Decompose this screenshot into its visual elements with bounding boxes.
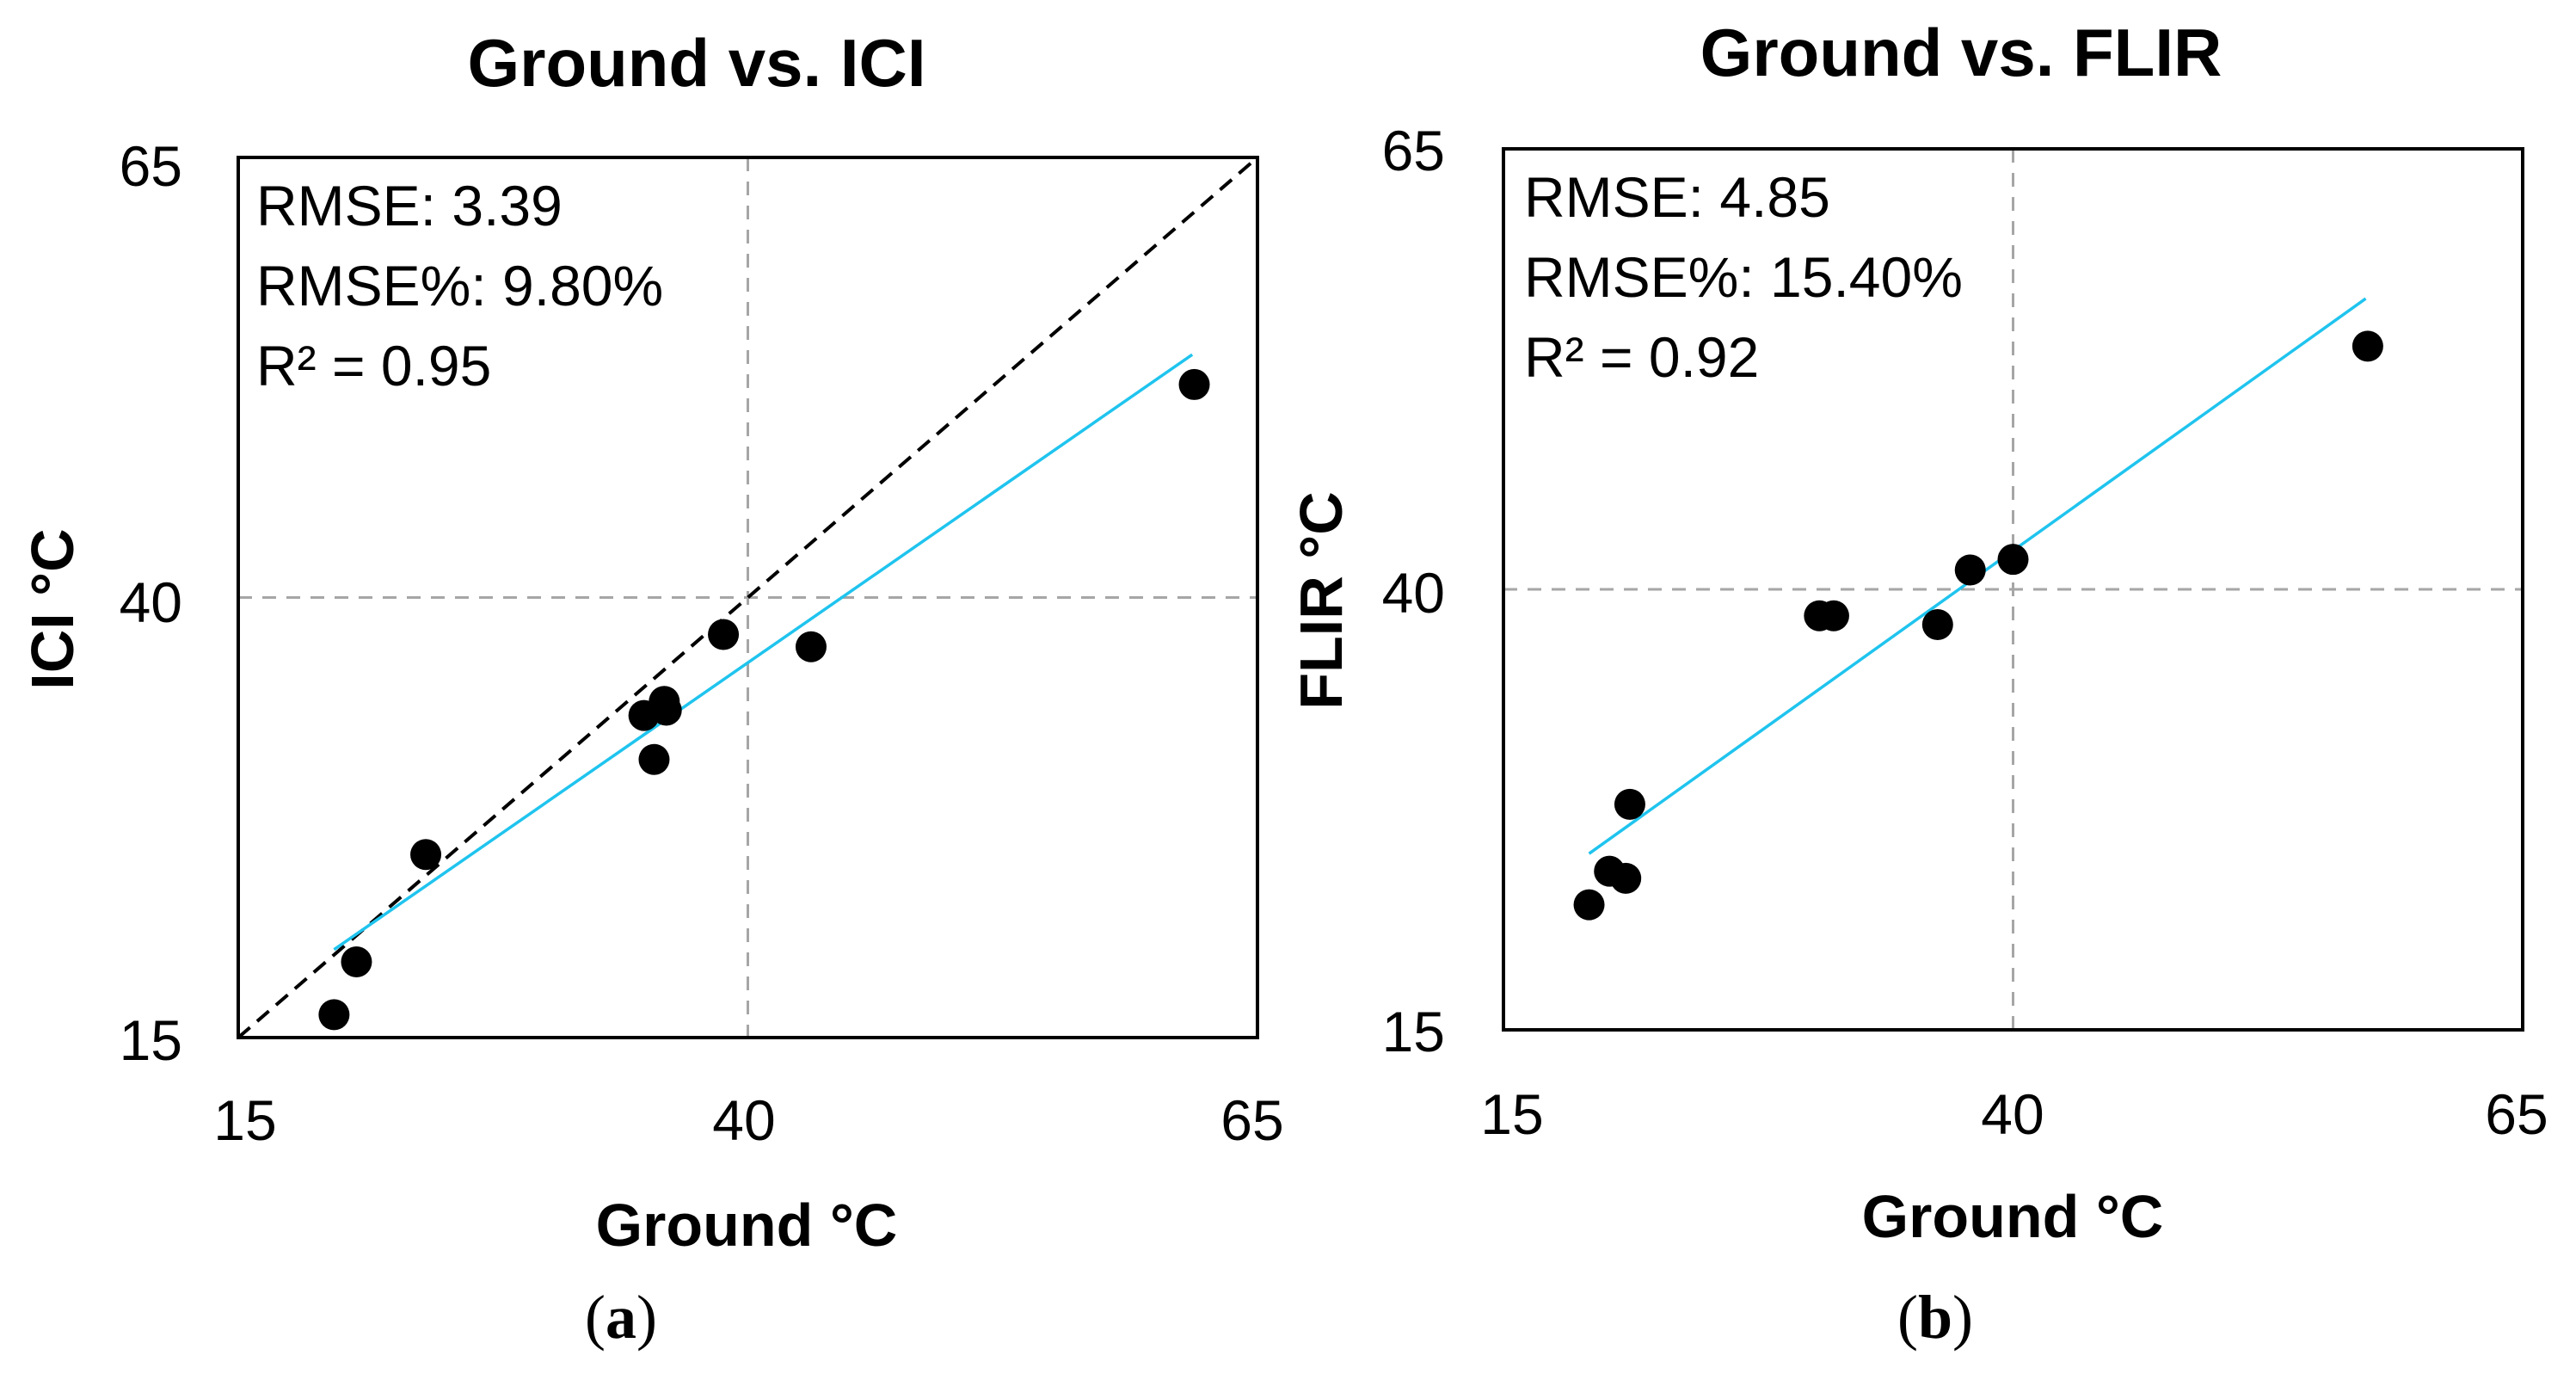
chart-a-data-point xyxy=(410,839,442,871)
chart-b-data-point xyxy=(1614,788,1645,820)
chart-b-title: Ground vs. FLIR xyxy=(1700,15,2222,90)
chart-a-x-tick-label: 40 xyxy=(712,1088,775,1152)
chart-a-y-tick-label: 15 xyxy=(120,1008,182,1072)
chart-a-rmse-percent: RMSE%: 9.80% xyxy=(256,254,663,317)
chart-b-data-point xyxy=(1610,862,1642,894)
chart-a-data-point xyxy=(708,619,740,650)
chart-a-data-point xyxy=(638,743,670,775)
chart-b-data-point xyxy=(1921,608,1953,640)
chart-a-data-point xyxy=(795,631,827,662)
chart-b-y-tick-label: 40 xyxy=(1382,561,1445,625)
chart-b-data-point xyxy=(2352,330,2383,362)
chart-b-r-squared: R² = 0.92 xyxy=(1524,325,1759,389)
chart-panel-a: Ground vs. ICI RMSE: 3.39 RMSE%: 9.80% R… xyxy=(19,25,1284,1352)
chart-b-data-point xyxy=(1573,889,1605,921)
chart-b-x-tick-label: 65 xyxy=(2485,1082,2548,1146)
chart-b-data-point xyxy=(1997,544,2029,576)
chart-a-plot-frame xyxy=(237,156,1259,1039)
chart-a-y-tick-label: 40 xyxy=(120,570,182,634)
chart-a-data-point xyxy=(318,999,350,1031)
chart-a-data-point xyxy=(1178,368,1210,400)
chart-b-rmse: RMSE: 4.85 xyxy=(1524,165,1830,229)
chart-a-plot-area xyxy=(237,156,1259,1039)
chart-a-data-point xyxy=(650,694,682,726)
chart-b-plot-area xyxy=(1503,149,2523,1030)
chart-a-y-axis-label: ICI °C xyxy=(19,528,86,689)
chart-b-x-tick-label: 40 xyxy=(1981,1082,2044,1146)
chart-a-rmse: RMSE: 3.39 xyxy=(256,174,563,237)
chart-b-x-tick-label: 15 xyxy=(1480,1082,1543,1146)
chart-a-fit-line xyxy=(333,353,1194,952)
chart-a-title: Ground vs. ICI xyxy=(467,25,925,101)
chart-a-x-tick-label: 15 xyxy=(213,1088,276,1152)
chart-b-data-point xyxy=(1817,600,1849,631)
chart-a-y-tick-label: 65 xyxy=(120,134,182,198)
chart-b-y-tick-label: 65 xyxy=(1382,119,1445,182)
chart-a-r-squared: R² = 0.95 xyxy=(256,334,491,397)
chart-b-rmse-percent: RMSE%: 15.40% xyxy=(1524,245,1963,309)
chart-panel-b: Ground vs. FLIR RMSE: 4.85 RMSE%: 15.40%… xyxy=(1288,15,2548,1352)
chart-b-x-axis-label: Ground °C xyxy=(1862,1183,2164,1250)
chart-b-y-tick-label: 15 xyxy=(1382,1000,1445,1063)
chart-a-x-tick-label: 65 xyxy=(1220,1088,1283,1152)
chart-b-panel-label: (b) xyxy=(1897,1283,1973,1352)
chart-b-data-point xyxy=(1954,554,1986,586)
chart-a-x-axis-label: Ground °C xyxy=(596,1192,898,1259)
chart-b-y-axis-label: FLIR °C xyxy=(1288,491,1355,710)
chart-a-data-point xyxy=(341,946,372,978)
chart-b-plot-frame xyxy=(1502,147,2524,1032)
chart-a-panel-label: (a) xyxy=(585,1283,657,1352)
